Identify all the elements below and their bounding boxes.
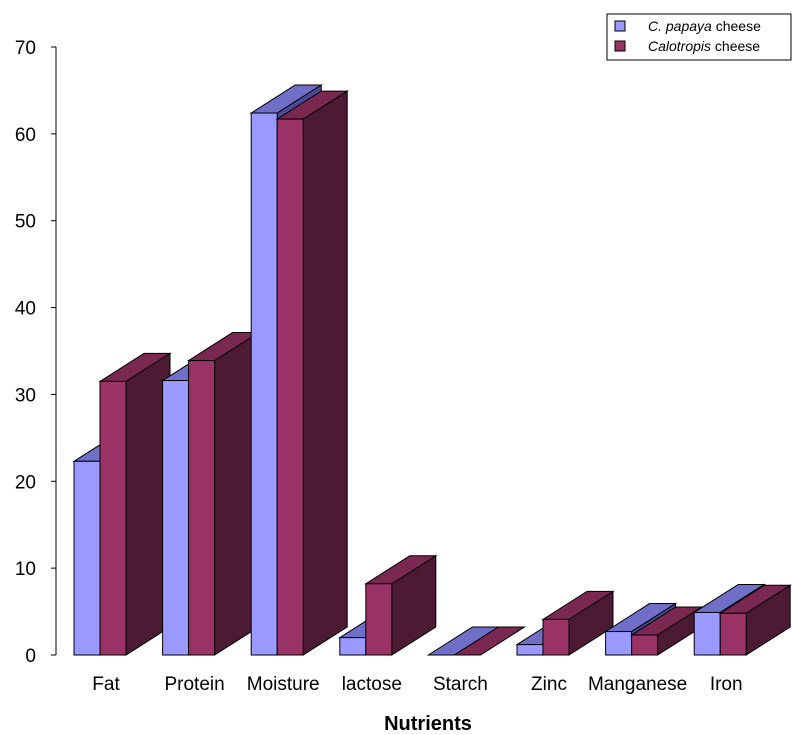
legend-swatch [614, 20, 626, 32]
bar-side [302, 90, 348, 656]
bar-front [250, 112, 278, 656]
y-tick-label: 70 [15, 38, 36, 59]
bar-iron-calotropis [718, 584, 792, 656]
bar-top [452, 626, 527, 656]
bars [72, 84, 792, 656]
bar-moisture-calotropis [275, 90, 349, 656]
legend-entry: Calotropis cheese [648, 38, 760, 54]
y-tick-label: 0 [25, 646, 36, 667]
bar-front [693, 611, 721, 656]
bar-front [73, 460, 101, 656]
bar-front [162, 380, 190, 656]
bar-lactose-calotropis [364, 554, 438, 656]
legend-swatch [614, 40, 626, 52]
bar-front [276, 118, 304, 656]
x-tick-label: Iron [710, 674, 743, 695]
bar-zinc-calotropis [541, 590, 615, 656]
bar-front [99, 380, 127, 656]
bar-protein-calotropis [186, 331, 261, 656]
bar-front [365, 583, 393, 656]
x-tick-label: lactose [342, 674, 402, 695]
legend-box [606, 13, 792, 61]
y-tick-label: 30 [15, 385, 36, 406]
bar-fat-calotropis [98, 352, 172, 656]
x-tick-label: Starch [433, 674, 488, 695]
bar-front [605, 631, 633, 656]
bar-starch-calotropis [452, 626, 527, 656]
x-tick-label: Fat [92, 674, 120, 695]
legend-entry: C. papaya cheese [648, 18, 761, 34]
legend: C. papaya cheese Calotropis cheese [606, 13, 792, 61]
y-tick-label: 20 [15, 472, 36, 493]
bar-front [631, 634, 659, 656]
bar-front [719, 612, 747, 656]
bar-front [516, 644, 544, 656]
bar-manganese-calotropis [629, 606, 704, 656]
y-tick-label: 10 [15, 559, 36, 580]
y-tick-label: 40 [15, 299, 36, 320]
x-axis-labels: Fat Protein Moisture lactose Starch Zinc Manga… [92, 674, 742, 695]
x-tick-label: Moisture [247, 674, 320, 695]
bar-front [188, 360, 216, 656]
y-tick-label: 50 [15, 212, 36, 233]
x-tick-label: Zinc [531, 674, 567, 695]
bar-front [542, 618, 570, 656]
x-tick-label: Manganese [588, 674, 687, 695]
y-axis: 0 10 20 30 40 50 60 70 [15, 38, 57, 667]
bar-front [339, 637, 367, 656]
x-tick-label: Protein [164, 674, 224, 695]
y-tick-label: 60 [15, 125, 36, 146]
x-axis-title: Nutrients [384, 713, 472, 735]
